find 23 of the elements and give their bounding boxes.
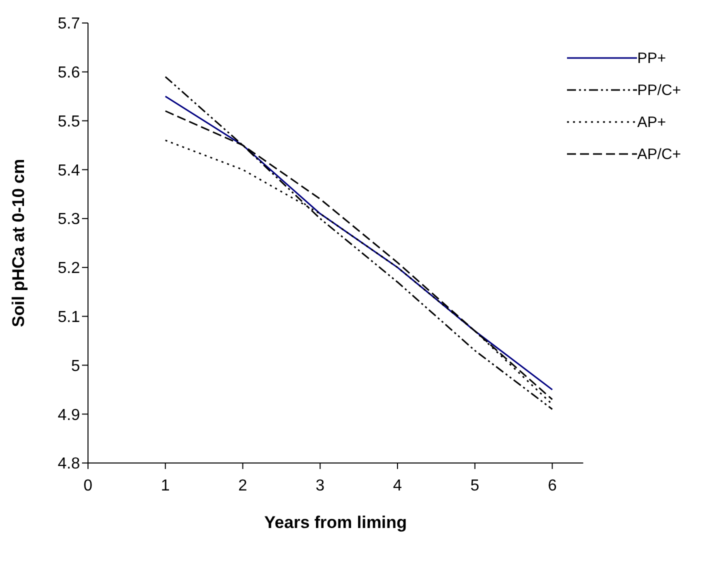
x-tick-label: 6 <box>548 477 557 494</box>
x-tick-label: 1 <box>160 477 170 494</box>
legend-label: AP+ <box>637 114 666 130</box>
legend-label: PP+ <box>637 50 666 66</box>
y-tick-label: 5.1 <box>58 309 80 326</box>
y-tick-label: 5.4 <box>58 162 80 180</box>
legend-label: PP/C+ <box>637 82 681 98</box>
y-tick-label: 5.7 <box>58 16 80 33</box>
y-tick-label: 4.8 <box>58 456 80 473</box>
x-tick-label: 3 <box>316 477 325 494</box>
x-tick-label: 4 <box>393 477 402 494</box>
y-tick-label: 5.6 <box>58 64 80 82</box>
y-tick-label: 5.5 <box>58 113 80 130</box>
x-tick-label: 2 <box>238 477 248 494</box>
y-tick-label: 4.9 <box>58 406 80 424</box>
x-tick-label: 0 <box>84 477 93 494</box>
y-tick-label: 5.2 <box>58 260 80 278</box>
x-tick-label: 5 <box>470 477 480 494</box>
y-tick-label: 5 <box>71 358 80 375</box>
x-axis-title: Years from liming <box>264 513 407 532</box>
legend-label: AP/C+ <box>637 146 681 162</box>
y-tick-label: 5.3 <box>58 211 80 228</box>
y-axis-title: Soil pHCa at 0-10 cm <box>9 158 28 328</box>
